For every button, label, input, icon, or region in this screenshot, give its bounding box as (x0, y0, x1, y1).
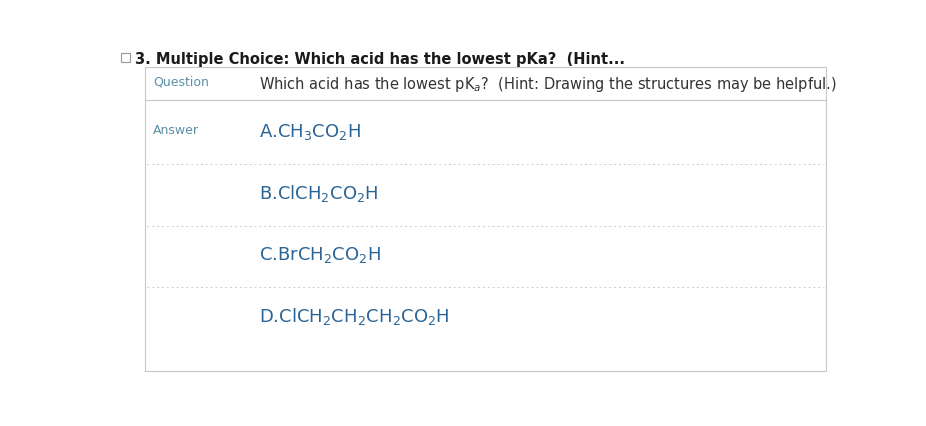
FancyBboxPatch shape (121, 54, 130, 63)
Text: Answer: Answer (153, 124, 199, 137)
Text: 3. Multiple Choice: Which acid has the lowest pKa?  (Hint...: 3. Multiple Choice: Which acid has the l… (135, 52, 625, 67)
FancyBboxPatch shape (145, 68, 826, 371)
Text: Which acid has the lowest pK$_a$?  (Hint: Drawing the structures may be helpful.: Which acid has the lowest pK$_a$? (Hint:… (259, 75, 837, 94)
Text: A.CH$_3$CO$_2$H: A.CH$_3$CO$_2$H (259, 122, 361, 142)
Text: B.ClCH$_2$CO$_2$H: B.ClCH$_2$CO$_2$H (259, 183, 379, 204)
Text: C.BrCH$_2$CO$_2$H: C.BrCH$_2$CO$_2$H (259, 245, 382, 265)
Text: D.ClCH$_2$CH$_2$CH$_2$CO$_2$H: D.ClCH$_2$CH$_2$CH$_2$CO$_2$H (259, 306, 450, 327)
Text: Question: Question (153, 76, 209, 89)
